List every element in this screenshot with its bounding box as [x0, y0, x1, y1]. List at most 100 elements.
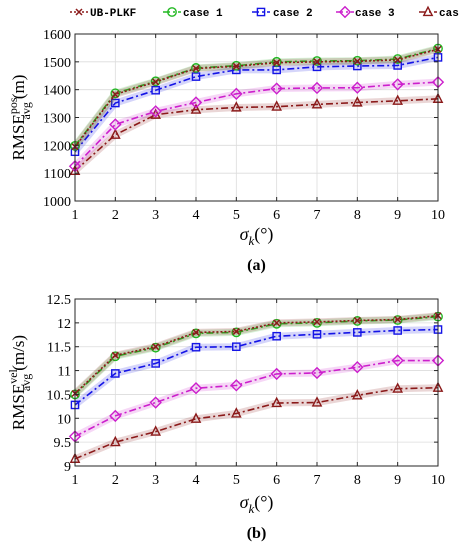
- series-ub-plkf: [71, 312, 442, 398]
- series-case-1: [70, 311, 443, 400]
- data-point-case-2: [353, 61, 362, 71]
- legend-marker-case-1: [167, 7, 177, 17]
- x-axis-label-subscript: k: [248, 233, 254, 248]
- series-case-2: [70, 53, 443, 157]
- y-axis-label-main: RMSE: [9, 384, 28, 430]
- axes-box-b: [74, 298, 439, 467]
- data-point-case-4: [392, 382, 404, 393]
- data-point-case-2: [191, 342, 201, 352]
- legend-entry-case-1: case 1: [163, 7, 223, 20]
- x-axis-label-unit: (°): [254, 224, 273, 245]
- series-case-2: [70, 325, 443, 410]
- data-point-case-2: [312, 330, 322, 339]
- x-tick-label: 4: [193, 473, 200, 488]
- x-axis-label-a: σk(°): [240, 224, 274, 248]
- x-tick-label: 1: [72, 473, 79, 488]
- data-point-case-1: [231, 60, 242, 71]
- x-tick-label: 10: [431, 473, 445, 488]
- y-tick-label: 1000: [43, 195, 71, 210]
- legend-label-case-1: case 1: [183, 8, 223, 20]
- data-point-ub-plkf: [353, 316, 361, 325]
- data-point-ub-plkf: [232, 327, 240, 335]
- y-tick-label: 1600: [43, 28, 71, 43]
- series-line-case-3: [74, 359, 438, 438]
- legend-marker-case-2: [256, 7, 266, 17]
- data-point-case-3: [189, 96, 203, 109]
- x-tick-label: 8: [354, 208, 361, 223]
- y-axis-label-a: RMSEposavg (m): [6, 75, 33, 161]
- x-tick-label: 3: [152, 473, 159, 488]
- data-point-case-2: [151, 85, 160, 95]
- x-axis-label-symbol: σ: [240, 224, 250, 244]
- data-point-case-1: [110, 351, 121, 362]
- chart-panel-a: 1 2 3 4 5 6 7 8 9 10 1000 1100 1200 1300 1400 1500 1600 σ…: [6, 28, 445, 274]
- y-tick-label: 1200: [43, 139, 71, 154]
- series-group-b: [68, 311, 445, 463]
- x-tick-label: 9: [394, 208, 401, 223]
- data-point-case-3: [391, 78, 404, 91]
- legend-label-case-2: case 2: [273, 8, 313, 20]
- legend-entry-ub-plkf: UB-PLKF: [70, 8, 136, 20]
- x-tick-label: 10: [431, 208, 445, 223]
- series-group-a: [68, 43, 445, 176]
- y-axis-label-unit: (m/s): [9, 335, 28, 371]
- y-axis-label-sub: avg: [19, 102, 33, 119]
- y-axis-label-sup: pos: [6, 97, 20, 114]
- data-point-case-4: [150, 425, 162, 436]
- data-point-case-2: [151, 359, 160, 368]
- series-line-case-1: [74, 315, 439, 396]
- data-point-ub-plkf: [273, 59, 281, 67]
- y-axis-label-sub: avg: [19, 374, 33, 391]
- series-case-4: [69, 381, 444, 463]
- data-point-case-2: [353, 328, 362, 337]
- y-tick-label: 10.5: [47, 388, 72, 403]
- data-point-case-4: [190, 412, 202, 423]
- data-point-case-1: [110, 88, 121, 99]
- x-tick-label: 5: [233, 208, 240, 223]
- data-point-ub-plkf: [394, 315, 402, 324]
- y-tick-label: 12.5: [47, 293, 72, 308]
- legend-entry-case-2: case 2: [252, 7, 313, 20]
- data-point-case-3: [310, 81, 324, 95]
- panel-label-a: (a): [247, 257, 266, 274]
- data-point-case-3: [149, 105, 162, 118]
- y-axis-label-sup: vel: [6, 368, 20, 383]
- data-point-case-4: [230, 101, 242, 112]
- data-point-ub-plkf: [111, 351, 119, 359]
- legend-entry-case-4: case 4: [419, 5, 459, 20]
- data-point-case-2: [393, 61, 402, 70]
- data-point-case-3: [230, 87, 243, 101]
- x-tick-label: 9: [394, 473, 401, 488]
- y-axis-label-unit: (m): [9, 75, 28, 100]
- series-line-ub-plkf: [74, 314, 439, 395]
- legend-label-ub-plkf: UB-PLKF: [90, 8, 136, 20]
- x-axis-label-symbol: σ: [240, 492, 250, 512]
- y-tick-label: 1300: [43, 112, 71, 127]
- data-point-ub-plkf: [111, 90, 119, 98]
- data-point-case-2: [111, 369, 120, 378]
- data-point-case-3: [351, 81, 364, 94]
- data-point-case-4: [311, 98, 323, 109]
- data-point-ub-plkf: [273, 319, 281, 327]
- panel-label-b: (b): [247, 525, 267, 542]
- x-tick-label: 2: [112, 208, 119, 223]
- data-point-ub-plkf: [313, 58, 321, 66]
- data-point-ub-plkf: [152, 343, 160, 351]
- x-tick-label: 7: [314, 473, 321, 488]
- x-tick-label: 7: [314, 208, 321, 223]
- data-point-case-2: [111, 98, 120, 108]
- data-point-case-1: [191, 63, 201, 73]
- data-point-case-4: [109, 128, 121, 139]
- data-point-case-3: [109, 409, 122, 423]
- data-point-case-4: [271, 100, 283, 111]
- data-point-case-3: [270, 82, 283, 95]
- data-point-case-3: [189, 382, 203, 395]
- x-tick-label: 1: [72, 208, 79, 223]
- data-point-case-3: [270, 367, 283, 381]
- data-point-case-3: [149, 396, 162, 409]
- x-tick-label: 5: [233, 473, 240, 488]
- data-point-case-3: [391, 354, 404, 367]
- series-line-case-2: [74, 328, 439, 406]
- data-point-case-2: [191, 72, 201, 81]
